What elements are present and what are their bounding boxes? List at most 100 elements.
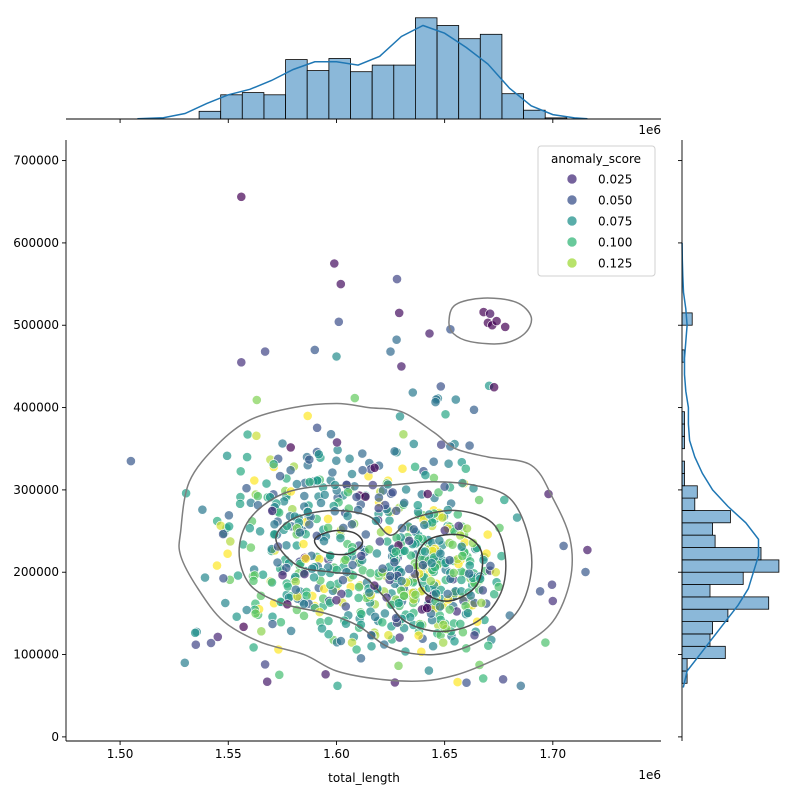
scatter-point [396,576,407,586]
scatter-point [251,430,262,441]
scatter-point [449,636,460,647]
scatter-point [387,487,398,498]
scatter-point [367,480,378,490]
histogram-bar [681,485,698,499]
scatter-point [252,491,263,502]
scatter-point [242,429,253,440]
scatter-point [485,308,495,319]
scatter-point [408,438,419,449]
scatter-point [218,573,229,584]
scatter-point [410,589,421,600]
scatter-point [299,491,310,501]
scatter-point [304,519,315,530]
scatter-point [490,567,501,578]
scatter-point [410,461,420,472]
scatter-point [242,452,252,462]
scatter-point [444,604,455,615]
scatter-point [341,567,352,577]
scatter-point [300,553,311,564]
scatter-point [347,637,357,648]
x-tick-label: 1.65 [431,747,458,761]
scatter-point [420,470,431,480]
scatter-point [275,617,286,628]
histogram-bar [681,596,770,610]
scatter-point [465,590,476,601]
scatter-point [558,541,569,551]
scatter-point [299,610,309,621]
scatter-point [437,512,448,523]
scatter-point [476,598,487,608]
scatter-point [320,669,331,680]
histogram-bar [198,110,222,120]
scatter-point [267,619,278,629]
histogram-bar [220,94,243,120]
scatter-point [467,538,478,548]
scatter-point [125,456,136,466]
scatter-point [404,535,415,546]
legend-label: 0.050 [598,194,632,208]
scatter-point [277,570,288,580]
scatter-point [500,321,511,332]
legend-label: 0.075 [598,215,632,229]
scatter-point [258,569,268,580]
scatter-point [439,481,450,492]
scatter-point [452,509,463,520]
scatter-point [309,344,320,355]
scatter-point [301,590,312,601]
legend-label: 0.125 [598,257,632,271]
scatter-point [236,191,247,202]
scatter-point [401,484,411,495]
top-marginal-histogram [66,17,661,123]
scatter-point [383,525,393,535]
scatter-point [222,548,233,559]
scatter-point [323,514,333,524]
scatter-point [333,316,344,327]
scatter-point [236,357,247,368]
scatter-point [391,334,402,345]
scatter-point [464,440,475,451]
scatter-point [491,316,502,326]
scatter-point [405,612,416,623]
histogram-bar [306,70,330,120]
scatter-point [478,673,489,684]
scatter-point [408,524,419,535]
scatter-point [399,590,409,601]
scatter-point [332,680,343,691]
scatter-point [483,640,494,651]
scatter-point [391,613,401,623]
scatter-point [394,632,405,643]
histogram-bar [681,645,726,659]
scatter-point [335,533,346,543]
scatter-point [397,463,408,474]
scatter-point [286,626,296,636]
y-tick-label: 700000 [13,154,59,168]
kde-curve [137,24,588,120]
scatter-point [241,483,252,494]
scatter-point [485,561,496,571]
scatter-point [394,307,405,318]
scatter-point [425,576,436,586]
scatter-point [332,437,342,448]
scatter-point [351,492,362,502]
scatter-point [419,520,430,530]
scatter-point [464,568,474,579]
scatter-point [457,551,468,561]
scatter-point [547,596,558,606]
scatter-point [335,636,346,646]
scatter-point [444,555,455,566]
histogram-bar [681,510,731,524]
scatter-point [272,557,283,568]
scatter-point [390,546,401,557]
legend-marker [566,194,578,206]
y-tick-label: 100000 [13,648,59,662]
scatter-point [248,642,259,653]
scatter-point [235,466,246,477]
scatter-point [323,616,334,626]
top-marginal-offset-label: 1e6 [638,123,661,137]
scatter-point [547,579,557,590]
scatter-point [347,469,357,479]
histogram-bar [681,621,714,635]
scatter-point [215,520,226,531]
scatter-point [317,623,327,634]
scatter-point [319,489,330,500]
